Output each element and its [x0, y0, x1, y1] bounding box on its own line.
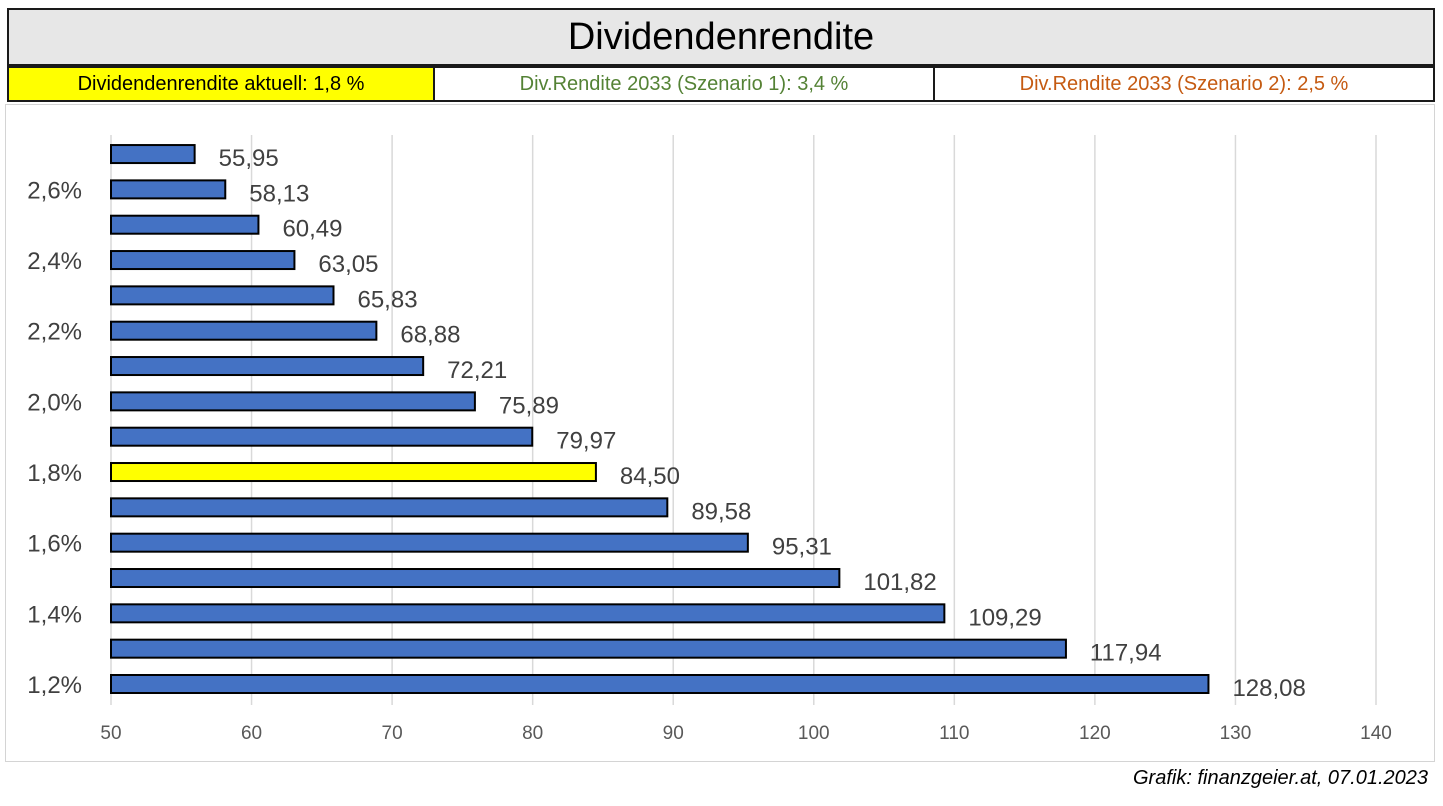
- bar: [110, 250, 296, 271]
- bar: [110, 144, 196, 165]
- y-tick-label: 2,2%: [27, 319, 82, 346]
- scenario2-label: Div.Rendite 2033 (Szenario 2): 2,5 %: [935, 66, 1435, 102]
- bar: [110, 356, 425, 377]
- x-tick-label: 70: [382, 723, 403, 744]
- data-label: 109,29: [968, 604, 1041, 631]
- bar-chart: 50 60 70 80 90 100 110 120 130 140 128,08 117,94 109…: [27, 135, 1392, 744]
- bar: [110, 214, 260, 235]
- bar-highlight: [110, 462, 597, 483]
- data-label: 68,88: [400, 322, 460, 349]
- bar: [110, 391, 476, 412]
- bar: [110, 497, 669, 518]
- data-label: 55,95: [219, 145, 279, 172]
- data-label: 75,89: [499, 392, 559, 419]
- x-tick-label: 130: [1220, 723, 1252, 744]
- data-label: 60,49: [282, 216, 342, 243]
- bar: [110, 568, 841, 589]
- data-label: 58,13: [249, 180, 309, 207]
- bar: [110, 320, 378, 341]
- chart-area: 50 60 70 80 90 100 110 120 130 140 128,08 117,94 109…: [5, 104, 1435, 762]
- data-label: 89,58: [691, 498, 751, 525]
- x-tick-label: 140: [1360, 723, 1392, 744]
- bar: [110, 426, 534, 447]
- y-tick-label: 2,4%: [27, 248, 82, 275]
- data-label: 65,83: [357, 286, 417, 313]
- x-tick-label: 110: [939, 723, 969, 744]
- bar: [110, 532, 749, 553]
- y-tick-label: 2,6%: [27, 177, 82, 204]
- x-tick-label: 80: [522, 723, 543, 744]
- x-tick-label: 90: [663, 723, 684, 744]
- bar: [110, 179, 227, 200]
- x-tick-label: 100: [798, 723, 830, 744]
- data-label: 63,05: [318, 251, 378, 278]
- data-label: 128,08: [1232, 675, 1305, 702]
- data-label: 84,50: [620, 463, 680, 490]
- y-tick-label: 2,0%: [27, 389, 82, 416]
- data-label: 79,97: [556, 428, 616, 455]
- data-label: 72,21: [447, 357, 507, 384]
- y-tick-label: 1,4%: [27, 601, 82, 628]
- y-tick-label: 1,2%: [27, 672, 82, 699]
- y-tick-label: 1,8%: [27, 460, 82, 487]
- chart-title: Dividendenrendite: [7, 8, 1435, 66]
- bar: [110, 674, 1210, 694]
- y-tick-label: 1,6%: [27, 531, 82, 558]
- current-yield-label: Dividendenrendite aktuell: 1,8 %: [7, 66, 435, 102]
- data-label: 117,94: [1090, 640, 1162, 667]
- scenario1-label: Div.Rendite 2033 (Szenario 1): 3,4 %: [435, 66, 935, 102]
- data-label: 95,31: [772, 534, 832, 561]
- info-row: Dividendenrendite aktuell: 1,8 % Div.Ren…: [7, 66, 1435, 102]
- x-tick-label: 50: [100, 723, 121, 744]
- x-tick-label: 120: [1079, 723, 1111, 744]
- source-credit: Grafik: finanzgeier.at, 07.01.2023: [1133, 767, 1428, 789]
- bar: [110, 285, 335, 306]
- x-tick-label: 60: [241, 723, 262, 744]
- bar: [110, 603, 946, 624]
- data-label: 101,82: [863, 569, 936, 596]
- bar: [110, 638, 1067, 659]
